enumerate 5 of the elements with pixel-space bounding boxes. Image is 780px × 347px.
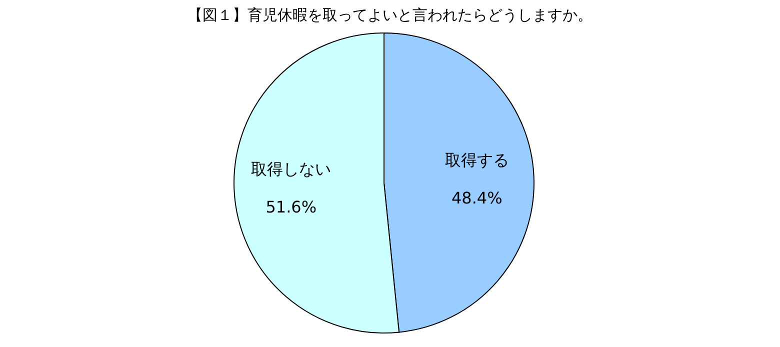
chart-title: 【図１】育児休暇を取ってよいと言われたらどうしますか。 [188,6,592,24]
data-label: 48.4% [451,188,502,208]
slice-label: 取得しない [251,160,332,179]
data-label: 51.6% [266,198,317,217]
slice-label: 取得する [444,150,509,170]
